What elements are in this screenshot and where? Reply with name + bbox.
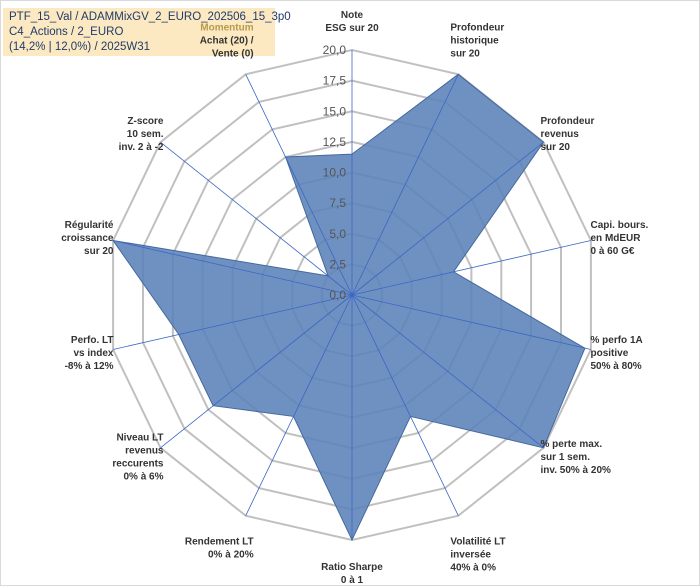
axis-label: Momentum (200, 23, 253, 34)
axis-label: Profondeur (541, 116, 595, 127)
tick-label: 12,5 (323, 135, 347, 149)
axis-label: Niveau LT (116, 433, 163, 444)
axis-label: -8% à 12% (65, 361, 114, 372)
axis-label: Profondeur (450, 23, 504, 34)
axis-label: ESG sur 20 (325, 23, 379, 34)
axis-label: positive (591, 348, 629, 359)
axis-label: 0 à 1 (341, 575, 364, 586)
spoke-line (351, 141, 544, 296)
axis-label: historique (450, 36, 499, 47)
tick-label: 2,5 (329, 257, 346, 271)
spoke-line (351, 74, 459, 296)
axis-label: 0% à 20% (208, 549, 254, 560)
axis-label: revenus (541, 129, 580, 140)
portfolio-info-box: PTF_15_Val / ADAMMixGV_2_EURO_202506_15_… (3, 8, 291, 56)
axis-label: sur 20 (84, 246, 114, 257)
spoke-line (351, 240, 591, 296)
axis-label: Rendement LT (185, 536, 254, 547)
tick-label: 10,0 (323, 166, 347, 180)
axis-label: % perfo 1A (591, 335, 643, 346)
axis-label: sur 20 (541, 142, 571, 153)
tick-label: 5,0 (329, 227, 346, 241)
spoke-line (160, 294, 353, 449)
spoke-line (351, 294, 591, 350)
portfolio-category: C4_Actions / 2_EURO (9, 26, 124, 38)
axis-label: inv. 50% à 20% (541, 465, 612, 476)
spoke-line (160, 141, 353, 296)
axis-label: 10 sem. (127, 129, 164, 140)
axis-label: reccurents (112, 459, 164, 470)
axis-label: 50% à 80% (591, 361, 642, 372)
axis-label: Note (341, 10, 364, 21)
axis-label: Perfo. LT (71, 335, 114, 346)
axis-label: sur 1 sem. (541, 452, 591, 463)
spoke-line (245, 74, 353, 296)
spoke-line (351, 294, 544, 449)
axis-label: Capi. bours. (591, 220, 649, 231)
axis-label: Achat (20) / (200, 36, 254, 47)
spoke-line (351, 294, 459, 516)
spoke-line (113, 294, 353, 350)
axis-label: sur 20 (450, 49, 480, 60)
axis-label: inv. 2 à -2 (119, 142, 164, 153)
axis-label: 0% à 6% (123, 472, 163, 483)
axis-label: en MdEUR (591, 233, 642, 244)
axis-label: vs index (73, 348, 113, 359)
axis-label: Z-score (127, 116, 164, 127)
portfolio-name: PTF_15_Val / ADAMMixGV_2_EURO_202506_15_… (9, 11, 291, 23)
axis-label: Régularité (65, 220, 114, 231)
axis-label: Vente (0) (212, 49, 254, 60)
spoke-line (245, 294, 353, 516)
tick-label: 7,5 (329, 196, 346, 210)
tick-label: 0,0 (329, 288, 346, 302)
spoke-line (113, 240, 353, 296)
axis-label: croissance (61, 233, 114, 244)
tick-label: 20,0 (323, 43, 347, 57)
axis-label: Ratio Sharpe (321, 562, 383, 573)
axis-label: % perte max. (541, 439, 603, 450)
axis-label: revenus (125, 446, 164, 457)
axis-label: inversée (450, 549, 491, 560)
axis-label: 40% à 0% (450, 562, 496, 573)
portfolio-stats: (14,2% | 12,0%) / 2025W31 (9, 41, 151, 53)
axis-label: 0 à 60 G€ (591, 246, 635, 257)
tick-label: 17,5 (323, 74, 347, 88)
axis-label: Volatilité LT (450, 536, 505, 547)
tick-label: 15,0 (323, 104, 347, 118)
